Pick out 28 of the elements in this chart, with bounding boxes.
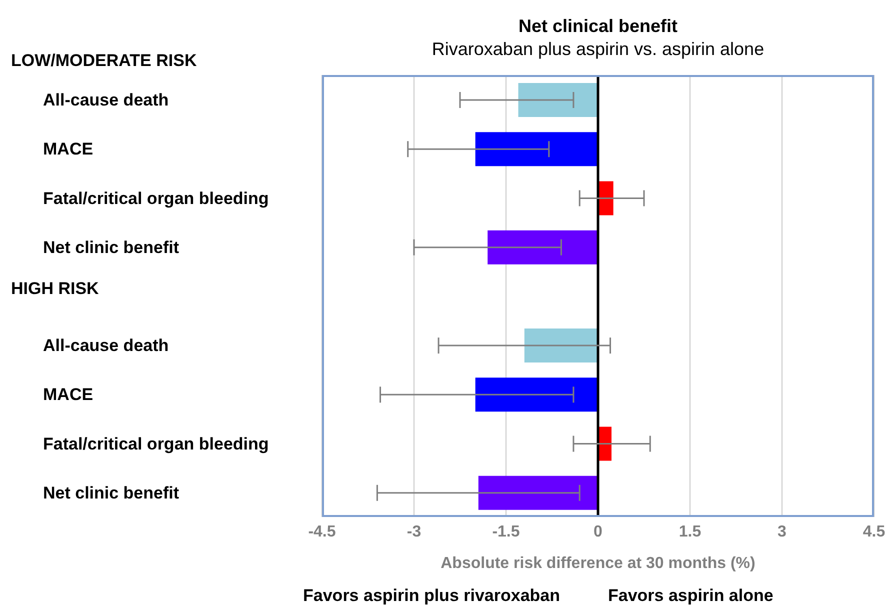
y-tick-label: Net clinic benefit [43,483,180,502]
x-axis-title: Absolute risk difference at 30 months (%) [440,555,756,573]
x-tick-label: -4.5 [308,523,336,540]
x-tick-label: 4.5 [862,523,886,540]
y-tick-label: Fatal/critical organ bleeding [43,434,269,454]
bar [475,378,598,412]
x-tick-label: 0 [594,523,603,540]
text: Favors aspirin alone [608,586,774,606]
x-tick-label: -1.5 [492,523,520,540]
y-tick-label: MACE [43,140,94,159]
text: LOW/MODERATE RISK [11,51,197,71]
x-tick-label: 1.5 [678,523,702,540]
y-tick-label: Net clinic benefit [43,238,180,257]
x-tick-label: 3 [778,523,787,540]
chart-subtitle: Rivaroxaban plus aspirin vs. aspirin alone [430,39,766,60]
bar [488,230,598,264]
chart-title: Net clinical benefit [517,16,679,37]
bar [475,132,598,166]
y-tick-label: All-cause death [43,90,169,110]
y-tick-label: MACE [43,385,94,404]
bar [524,328,598,363]
bar [518,83,598,117]
y-tick-label: Fatal/critical organ bleeding [43,188,269,208]
bar [478,476,598,510]
y-tick-label: All-cause death [43,336,169,356]
text: HIGH RISK [11,279,99,300]
text: Favors aspirin plus rivaroxaban [303,586,560,606]
x-tick-label: -3 [406,523,422,540]
